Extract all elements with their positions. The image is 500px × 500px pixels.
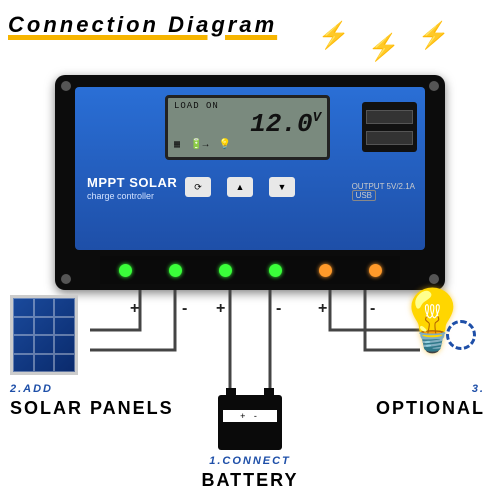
terminal-led bbox=[169, 264, 182, 277]
page-title: Connection Diagram bbox=[0, 12, 277, 37]
bolt-icon: ⚡ bbox=[418, 20, 450, 51]
title-bar: Connection Diagram ⚡ ⚡ ⚡ bbox=[0, 12, 500, 52]
menu-button[interactable]: ⟳ bbox=[185, 177, 211, 197]
polarity-sign: - bbox=[276, 300, 281, 318]
label-solar: SOLAR PANELS bbox=[10, 398, 174, 419]
terminal-led bbox=[319, 264, 332, 277]
panel-icon: ▦ bbox=[174, 139, 180, 151]
charge-controller: LOAD ON 12.0V ▦ 🔋→ 💡 MPPT SOLAR charge c… bbox=[55, 75, 445, 290]
screw-icon bbox=[429, 81, 439, 91]
device-brand: MPPT SOLAR bbox=[87, 175, 177, 190]
label-optional: OPTIONAL bbox=[376, 398, 485, 419]
bulb-icon: 💡 bbox=[395, 285, 470, 356]
polarity-sign: + bbox=[130, 300, 139, 318]
terminal-led bbox=[219, 264, 232, 277]
polarity-sign: + bbox=[318, 300, 327, 318]
terminals bbox=[100, 256, 400, 284]
up-button[interactable]: ▲ bbox=[227, 177, 253, 197]
battery-icon: 🔋→ bbox=[190, 139, 208, 151]
step-label-solar: 2.ADD bbox=[10, 383, 53, 395]
lcd-icons: ▦ 🔋→ 💡 bbox=[174, 139, 321, 151]
usb-port bbox=[366, 110, 413, 124]
usb-ports bbox=[362, 102, 417, 152]
battery-icon: + - bbox=[218, 395, 282, 450]
lcd-voltage: 12.0V bbox=[174, 111, 321, 137]
battery-strip: + - bbox=[223, 410, 277, 422]
usb-port bbox=[366, 131, 413, 145]
terminal-led bbox=[369, 264, 382, 277]
device-face: LOAD ON 12.0V ▦ 🔋→ 💡 MPPT SOLAR charge c… bbox=[75, 87, 425, 250]
screw-icon bbox=[61, 274, 71, 284]
bulb-icon: 💡 bbox=[218, 139, 230, 151]
bolt-icon: ⚡ bbox=[368, 32, 400, 63]
step-label-battery: 1.CONNECT bbox=[200, 455, 300, 467]
step-label-optional: 3. bbox=[472, 383, 485, 395]
solar-panel-icon bbox=[10, 295, 78, 375]
terminal-led bbox=[119, 264, 132, 277]
screw-icon bbox=[61, 81, 71, 91]
terminal-led bbox=[269, 264, 282, 277]
polarity-sign: - bbox=[370, 300, 375, 318]
device-subtitle: charge controller bbox=[87, 191, 154, 201]
usb-label: OUTPUT 5V/2.1A USB bbox=[352, 182, 415, 200]
lcd-display: LOAD ON 12.0V ▦ 🔋→ 💡 bbox=[165, 95, 330, 160]
down-button[interactable]: ▼ bbox=[269, 177, 295, 197]
label-battery: BATTERY bbox=[195, 470, 305, 491]
screw-icon bbox=[429, 274, 439, 284]
bolt-icon: ⚡ bbox=[318, 20, 350, 51]
device-buttons: ⟳ ▲ ▼ bbox=[185, 177, 295, 197]
polarity-sign: + bbox=[216, 300, 225, 318]
polarity-sign: - bbox=[182, 300, 187, 318]
lcd-load-text: LOAD ON bbox=[174, 101, 219, 111]
